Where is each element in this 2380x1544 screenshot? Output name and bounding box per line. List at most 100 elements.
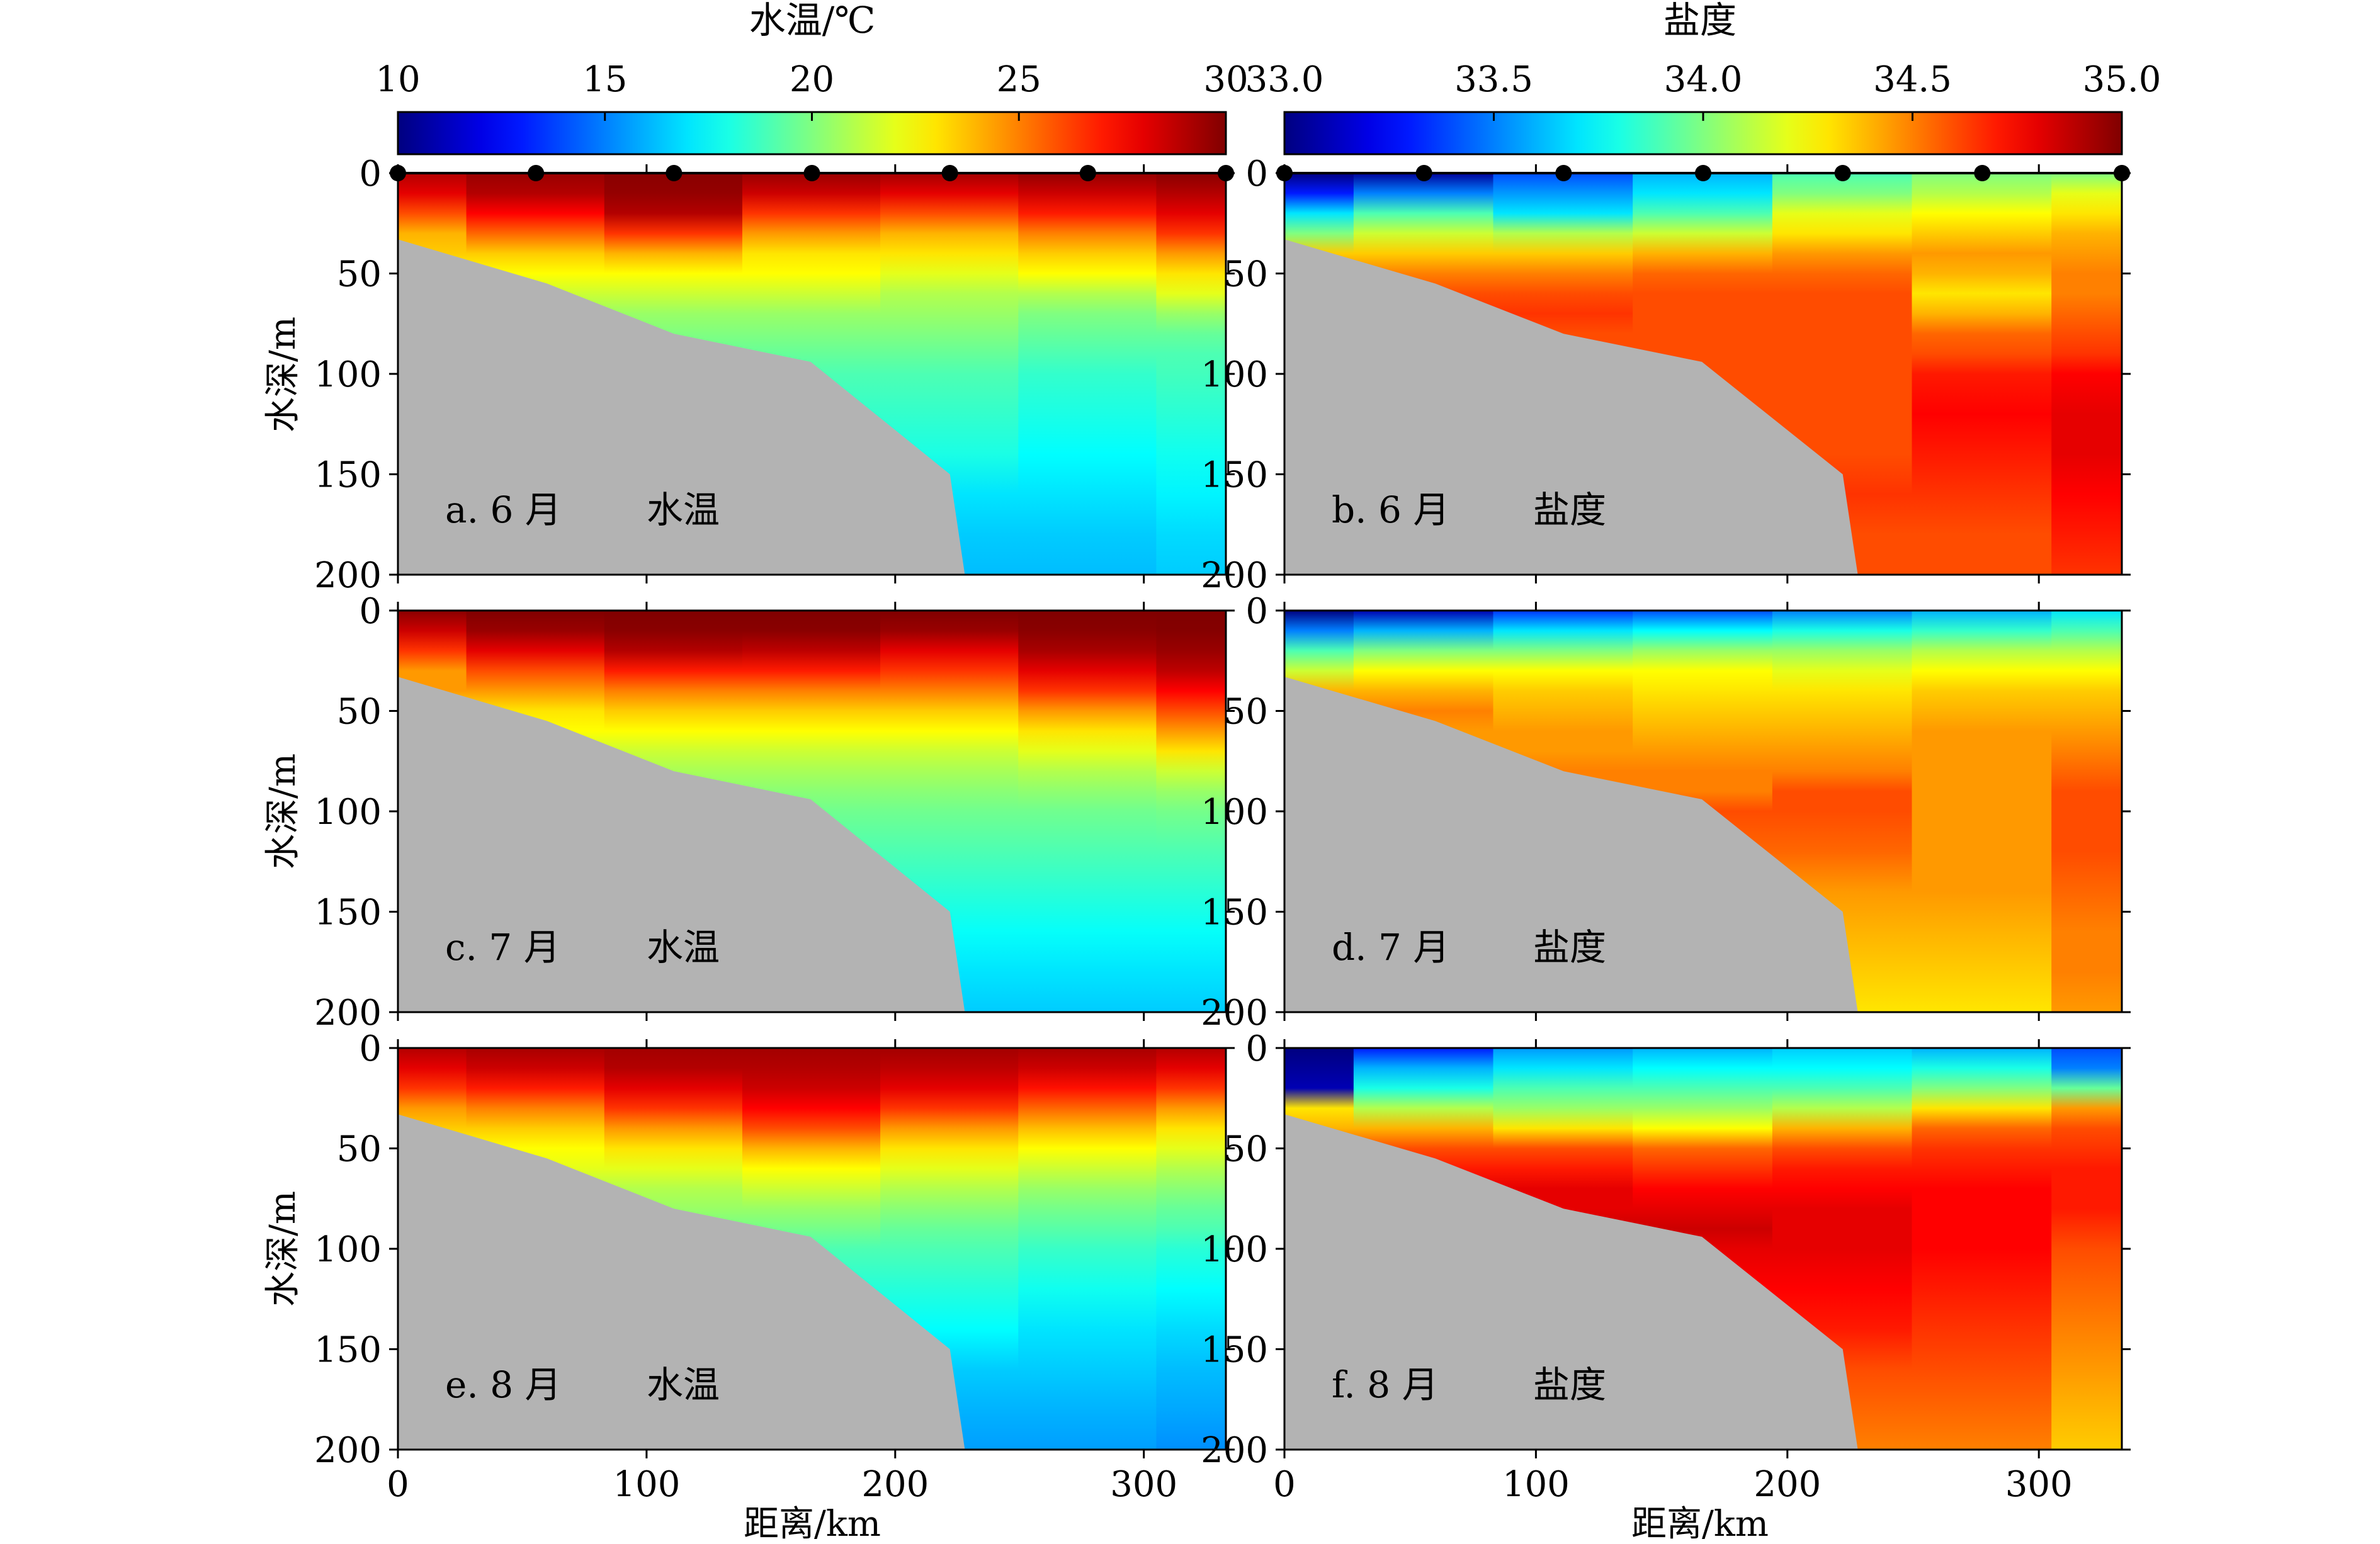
y-tick-label: 200	[314, 993, 382, 1034]
y-tick-label: 150	[1201, 455, 1268, 496]
y-axis-label-middle: 水深/m	[263, 753, 303, 869]
colorbar-tick-label: 35.0	[2083, 59, 2162, 100]
colorbar-tick-label: 34.5	[1873, 59, 1952, 100]
y-tick-label: 0	[1245, 154, 1268, 194]
y-axis-label-top: 水深/m	[263, 317, 303, 432]
seafloor-mask	[398, 239, 1226, 575]
panel-e: 0501001502000 100 200 300e. 8 月水温	[314, 1028, 1235, 1505]
y-tick-label: 50	[1223, 1129, 1268, 1170]
y-tick-label: 200	[314, 1430, 382, 1471]
colorbar-tick-label: 30	[1203, 59, 1248, 100]
field-column	[2051, 173, 2122, 575]
y-tick-label: 0	[1245, 1028, 1268, 1069]
temperature-colorbar-title: 水温/℃	[749, 0, 875, 42]
panel-variable-label: 水温	[647, 488, 720, 531]
panel-d: 0 50 100 150 200 d. 7 月 盐度	[1201, 591, 2131, 1034]
y-tick-label: 50	[1223, 692, 1268, 733]
y-tick-label: 200	[1201, 555, 1268, 596]
y-tick-label: 100	[1201, 1229, 1268, 1270]
colorbar-tick-label: 33.0	[1245, 59, 1324, 100]
panel-variable-label: 盐度	[1533, 1363, 1606, 1406]
field-cells	[1284, 1048, 2122, 1450]
y-tick-label: 50	[337, 1129, 382, 1170]
field-column	[1018, 1048, 1158, 1450]
salinity-colorbar-title: 盐度	[1663, 0, 1737, 42]
x-tick-label: 300	[1110, 1464, 1177, 1505]
station-marker	[1218, 165, 1234, 181]
colorbar-1	[1283, 111, 2123, 155]
station-marker	[941, 165, 958, 181]
colorbar-tick-label: 34.0	[1664, 59, 1743, 100]
x-tick-label: 0	[387, 1464, 409, 1505]
field-column	[1912, 1048, 2053, 1450]
station-marker	[803, 165, 820, 181]
colorbar-tick-label: 33.5	[1454, 59, 1533, 100]
field-cells	[1284, 173, 2122, 575]
y-tick-label: 150	[314, 455, 382, 496]
station-marker	[1276, 165, 1293, 181]
panel-label: c. 7 月	[445, 926, 560, 969]
field-cells	[398, 173, 1226, 575]
field-column	[1912, 611, 2053, 1012]
panel-label: d. 7 月	[1332, 926, 1449, 969]
panel-label: a. 6 月	[445, 488, 562, 531]
y-tick-label: 150	[314, 1330, 382, 1371]
station-marker	[1974, 165, 1991, 181]
panel-variable-label: 水温	[647, 926, 720, 969]
y-tick-label: 150	[314, 893, 382, 933]
field-cells	[398, 1048, 1226, 1450]
y-tick-label: 150	[1201, 1330, 1268, 1371]
panel-variable-label: 水温	[647, 1363, 720, 1406]
x-tick-label: 200	[1754, 1464, 1821, 1505]
y-tick-label: 100	[1201, 792, 1268, 833]
y-axis-label-bottom: 水深/m	[263, 1191, 303, 1307]
panels: 050100150200a. 6 月水温050100150200b. 6 月盐度…	[314, 154, 2131, 1505]
station-marker	[1079, 165, 1096, 181]
panel-label: b. 6 月	[1332, 488, 1449, 531]
field-column	[1018, 173, 1158, 575]
station-marker	[2114, 165, 2130, 181]
field-column	[1018, 611, 1158, 1012]
y-tick-label: 100	[314, 792, 382, 833]
seafloor-mask	[398, 677, 1226, 1012]
station-marker	[666, 165, 683, 181]
panel-f: 0501001502000 100 200 300f. 8 月盐度	[1201, 1028, 2131, 1505]
y-tick-label: 50	[337, 692, 382, 733]
station-marker	[1555, 165, 1572, 181]
colorbar-tick-label: 10	[375, 59, 420, 100]
y-tick-label: 0	[359, 154, 382, 194]
x-tick-label: 200	[861, 1464, 929, 1505]
seafloor-mask	[398, 1114, 1226, 1450]
x-axis-label-right: 距离/km	[1631, 1504, 1769, 1544]
y-tick-label: 200	[1201, 1430, 1268, 1471]
colorbar-tick-label: 25	[997, 59, 1041, 100]
y-tick-label: 200	[314, 555, 382, 596]
field-column	[2051, 1048, 2122, 1450]
y-tick-label: 150	[1201, 893, 1268, 933]
seafloor-mask	[1284, 677, 2122, 1012]
panel-a: 0 50 100 150 200 a. 6 月 水温	[314, 154, 1235, 596]
panel-variable-label: 盐度	[1533, 926, 1606, 969]
y-tick-label: 100	[1201, 354, 1268, 395]
panel-c: 0 50 100 150 200 c. 7 月 水温	[314, 591, 1235, 1034]
station-marker	[1834, 165, 1851, 181]
y-tick-label: 100	[314, 1229, 382, 1270]
field-column	[1156, 1048, 1226, 1450]
x-axis-label-left: 距离/km	[744, 1504, 881, 1544]
y-tick-label: 200	[1201, 993, 1268, 1034]
field-column	[1912, 173, 2053, 575]
y-tick-label: 0	[359, 1028, 382, 1069]
colorbar-tick-label: 15	[582, 59, 627, 100]
x-tick-label: 100	[1502, 1464, 1570, 1505]
panel-label: e. 8 月	[445, 1363, 562, 1406]
seafloor-mask	[1284, 1114, 2122, 1450]
seafloor-mask	[1284, 239, 2122, 575]
field-cells	[398, 611, 1226, 1012]
x-tick-label: 100	[613, 1464, 680, 1505]
panel-b: 0 50 100 150 200 b. 6 月 盐度	[1201, 154, 2131, 596]
station-marker	[1695, 165, 1711, 181]
y-tick-label: 0	[359, 591, 382, 632]
y-tick-label: 100	[314, 354, 382, 395]
